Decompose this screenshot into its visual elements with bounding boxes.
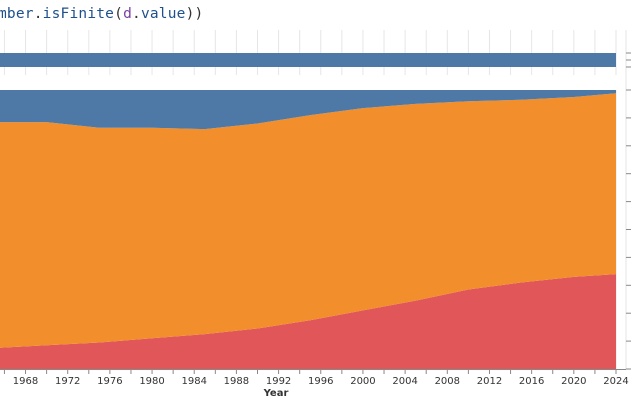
x-tick-label: 1968: [13, 376, 38, 387]
code-token: .: [132, 6, 141, 22]
x-tick-label: 1980: [139, 376, 164, 387]
y-axis-ticks: [626, 52, 631, 370]
code-line: mber.isFinite(d.value)): [0, 6, 203, 22]
x-tick-label: 1984: [182, 376, 207, 387]
x-tick-label: 1992: [266, 376, 291, 387]
code-token: value: [140, 6, 186, 22]
x-tick-label: 2024: [603, 376, 628, 387]
x-axis: 1968 1972 1976 1980 1984 1988 1992 1996 2000 2004…: [0, 369, 629, 387]
x-tick-label: 1972: [55, 376, 80, 387]
code-token: isFinite: [42, 6, 115, 22]
area-series-bottom: [0, 274, 616, 369]
bar-layer: [0, 53, 616, 67]
x-tick-label: 2000: [350, 376, 375, 387]
x-tick-label: 1976: [97, 376, 122, 387]
bar: [0, 53, 616, 67]
code-token: .: [33, 6, 43, 22]
x-tick-label: 2008: [435, 376, 460, 387]
code-token: mber: [0, 6, 34, 22]
area-series-top: [0, 90, 616, 130]
code-token: )): [185, 6, 204, 22]
x-tick-label: 2016: [519, 376, 544, 387]
x-axis-title: Year: [263, 388, 289, 399]
area-layer: [0, 90, 616, 369]
x-tick-label: 1996: [308, 376, 333, 387]
x-tick-label: 2012: [477, 376, 502, 387]
area-series-middle: [0, 93, 616, 348]
bar-grid: [3, 30, 617, 75]
x-tick-label: 1988: [224, 376, 249, 387]
code-token: (: [114, 6, 124, 22]
chart: 1968 1972 1976 1980 1984 1988 1992 1996 2000 2004…: [0, 30, 631, 399]
x-tick-label: 2020: [561, 376, 586, 387]
code-token: d: [123, 6, 132, 22]
code-cell: mber.isFinite(d.value)): [0, 0, 640, 32]
x-tick-label: 2004: [392, 376, 417, 387]
